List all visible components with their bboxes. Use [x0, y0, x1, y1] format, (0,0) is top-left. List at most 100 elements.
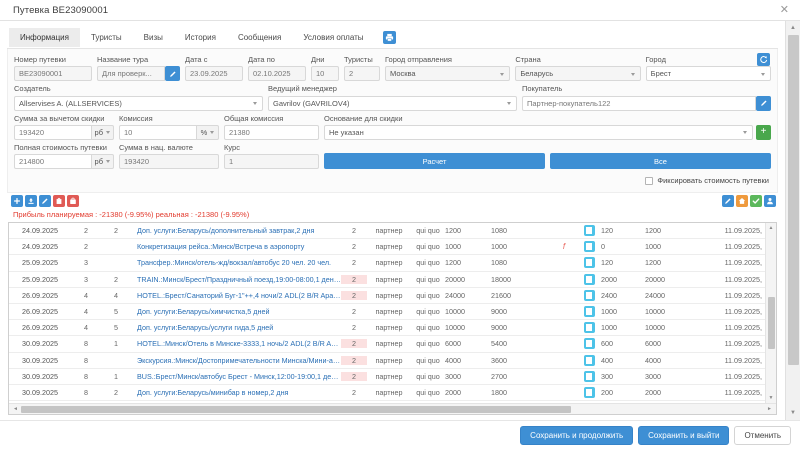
buyer-input[interactable]: Партнер-покупатель122	[522, 95, 756, 111]
pencil-icon[interactable]	[722, 195, 734, 207]
tab-istoriya[interactable]: История	[184, 33, 216, 42]
document-icon[interactable]	[583, 354, 595, 366]
profit-summary: Прибыль планируемая : -21380 (-9.95%) ре…	[13, 210, 250, 219]
download-button[interactable]	[25, 195, 37, 207]
page-vertical-scrollbar[interactable]: ▲ ▼	[785, 21, 800, 420]
creator-select[interactable]: Allservises A. (ALLSERVICES)	[14, 95, 263, 111]
tourists-input[interactable]: 2	[344, 66, 380, 82]
tour-name-input[interactable]: Для проверк...	[97, 66, 165, 82]
document-cell[interactable]	[577, 225, 601, 237]
table-row[interactable]: 26.09.2025 4 5 Доп. услуги:Беларусь/химчист…	[9, 304, 765, 321]
document-icon[interactable]	[583, 257, 595, 269]
table-row[interactable]: 30.09.2025 8 Экскурсия.:Минск/Достопримеча…	[9, 353, 765, 369]
discount-reason-select[interactable]: Не указан	[324, 124, 753, 140]
country-select[interactable]: Беларусь	[515, 66, 641, 82]
table-row[interactable]: 24.09.2025 2 Конкретизация рейса.:Минск/Вс…	[9, 239, 765, 256]
full-cost-input[interactable]: 214800	[14, 154, 92, 169]
page-vscroll-thumb[interactable]	[787, 35, 799, 365]
scroll-down-icon[interactable]: ▼	[768, 395, 774, 401]
city-select[interactable]: Брест	[645, 66, 771, 82]
grid-horizontal-scrollbar[interactable]: ◄ ►	[9, 403, 776, 414]
all-button[interactable]: Все	[550, 153, 771, 169]
add-service-button[interactable]	[11, 195, 23, 207]
calculate-button[interactable]: Расчет	[324, 153, 545, 169]
check-icon[interactable]	[750, 195, 762, 207]
document-icon[interactable]	[583, 370, 595, 382]
sum-national-input[interactable]: 193420	[119, 154, 219, 169]
cell-price: 20000	[445, 274, 465, 284]
table-row[interactable]: 30.09.2025 8 2 Доп. услуги:Беларусь/минибар…	[9, 385, 765, 402]
document-cell[interactable]	[577, 306, 601, 318]
trash-icon[interactable]	[53, 195, 65, 207]
date-from-input[interactable]: 23.09.2025	[185, 66, 243, 82]
document-icon[interactable]	[583, 338, 595, 350]
document-cell[interactable]	[577, 322, 601, 334]
printer-icon[interactable]	[382, 31, 396, 44]
document-cell[interactable]	[577, 354, 601, 366]
tab-usloviya-oplaty[interactable]: Условия оплаты	[303, 33, 364, 42]
pencil-icon[interactable]	[39, 195, 51, 207]
document-icon[interactable]	[583, 386, 595, 398]
document-cell[interactable]	[577, 257, 601, 269]
window-titlebar: Путевка BE23090001 ✕	[0, 0, 800, 21]
tab-turisty[interactable]: Туристы	[90, 33, 122, 42]
cell-total: 1200	[645, 258, 661, 268]
pencil-icon[interactable]	[165, 66, 180, 82]
table-row[interactable]: 24.09.2025 2 2 Доп. услуги:Беларусь/дополни…	[9, 223, 765, 240]
table-row[interactable]: 25.09.2025 3 2 TRAIN.:Минск/Брест/Праздничн…	[9, 272, 765, 288]
document-icon[interactable]	[583, 306, 595, 318]
cell-comm: 2000	[601, 274, 617, 284]
commission-input[interactable]: 10	[119, 124, 197, 140]
grid-vscroll-thumb[interactable]	[767, 297, 775, 349]
page-vscroll-track[interactable]	[785, 35, 800, 406]
grid-vscroll-track[interactable]	[766, 233, 777, 393]
cancel-button[interactable]: Отменить	[734, 426, 791, 445]
scroll-left-icon[interactable]: ◄	[13, 406, 18, 412]
tab-soobscheniya[interactable]: Сообщения	[237, 33, 282, 42]
cell-ts: 11.09.2025,	[724, 290, 762, 300]
sum-after-discount-input[interactable]: 193420	[14, 124, 92, 140]
fix-cost-checkbox[interactable]	[645, 176, 654, 185]
document-icon[interactable]	[583, 241, 595, 253]
grid-vertical-scrollbar[interactable]: ▲ ▼	[765, 223, 776, 403]
document-cell[interactable]	[577, 241, 601, 253]
scroll-right-icon[interactable]: ►	[767, 406, 772, 412]
voucher-number-input[interactable]: BE23090001	[14, 66, 92, 82]
user-icon[interactable]	[764, 195, 776, 207]
lead-manager-select[interactable]: Gavrilov (GAVRILOV4)	[268, 95, 517, 111]
table-row[interactable]: 25.09.2025 3 Трансфер.:Минск/отель-жд/вокз…	[9, 255, 765, 272]
scroll-down-icon[interactable]: ▼	[785, 406, 800, 420]
document-icon[interactable]	[583, 289, 595, 301]
table-row[interactable]: 30.09.2025 8 1 BUS.:Брест/Минск/автобус Бре…	[9, 369, 765, 385]
grid-hscroll-track[interactable]	[21, 404, 764, 415]
document-cell[interactable]	[577, 289, 601, 301]
departure-city-select[interactable]: Москва	[385, 66, 511, 82]
table-row[interactable]: 26.09.2025 4 5 Доп. услуги:Беларусь/услуги …	[9, 320, 765, 337]
add-discount-reason-button[interactable]: +	[756, 124, 771, 140]
document-cell[interactable]	[577, 370, 601, 382]
pencil-icon[interactable]	[756, 95, 771, 111]
rate-input[interactable]: 1	[224, 154, 319, 169]
table-row[interactable]: 30.09.2025 8 1 HOTEL.:Минск/Отель в Минске-…	[9, 336, 765, 353]
document-icon[interactable]	[583, 273, 595, 285]
briefcase-icon[interactable]	[67, 195, 79, 207]
total-commission-input[interactable]: 21380	[224, 124, 319, 140]
document-icon[interactable]	[583, 322, 595, 334]
document-icon[interactable]	[583, 225, 595, 237]
scroll-up-icon[interactable]: ▲	[785, 21, 800, 35]
save-and-exit-button[interactable]: Сохранить и выйти	[638, 426, 730, 445]
refresh-icon[interactable]	[757, 53, 770, 66]
tab-vizy[interactable]: Визы	[143, 33, 163, 42]
tab-informaciya[interactable]: Информация	[9, 28, 80, 47]
document-cell[interactable]	[577, 273, 601, 285]
table-row[interactable]: 26.09.2025 4 4 HOTEL.:Брест/Санаторий Буг-1…	[9, 288, 765, 304]
scroll-up-icon[interactable]: ▲	[768, 225, 774, 231]
home-icon[interactable]	[736, 195, 748, 207]
days-input[interactable]: 10	[311, 66, 339, 82]
document-cell[interactable]	[577, 338, 601, 350]
document-cell[interactable]	[577, 386, 601, 398]
grid-hscroll-thumb[interactable]	[21, 405, 571, 413]
save-and-continue-button[interactable]: Сохранить и продолжить	[520, 426, 634, 445]
close-icon[interactable]: ✕	[779, 3, 789, 16]
date-to-input[interactable]: 02.10.2025	[248, 66, 306, 82]
